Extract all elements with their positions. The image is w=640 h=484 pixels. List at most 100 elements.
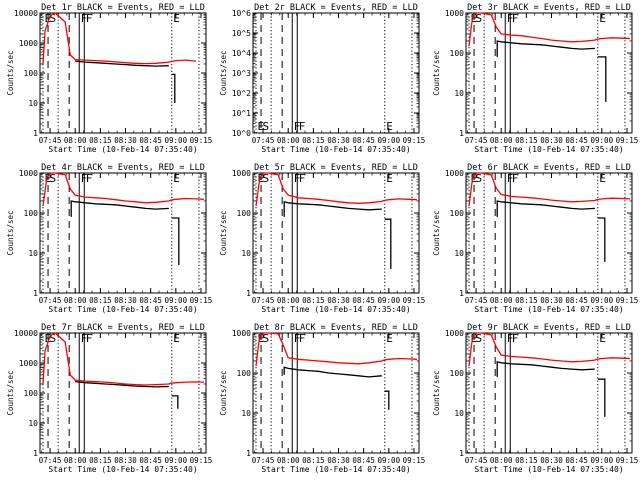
x-tick-label: 08:15 bbox=[89, 456, 112, 465]
y-tick-label: 1 bbox=[246, 449, 251, 458]
x-tick-label: 09:00 bbox=[378, 136, 401, 145]
y-tick-label: 10^5 bbox=[232, 29, 251, 38]
y-tick-label: 1 bbox=[459, 129, 464, 138]
plot-frame bbox=[465, 12, 633, 134]
x-tick-label: 07:45 bbox=[465, 296, 488, 305]
plot-frame bbox=[39, 332, 207, 454]
plot-frame bbox=[465, 332, 633, 454]
marker-label: E bbox=[173, 172, 180, 185]
y-tick-label: 1 bbox=[33, 449, 38, 458]
x-tick-label: 08:45 bbox=[352, 456, 375, 465]
x-axis-label: Start Time (10-Feb-14 07:35:40) bbox=[48, 305, 197, 314]
marker-label: S bbox=[263, 120, 270, 133]
x-tick-label: 08:30 bbox=[540, 296, 563, 305]
x-tick-label: 08:45 bbox=[565, 136, 588, 145]
x-tick-label: 09:15 bbox=[190, 136, 213, 145]
x-tick-label: 08:30 bbox=[327, 296, 350, 305]
y-tick-label: 1 bbox=[33, 129, 38, 138]
y-tick-label: 1 bbox=[246, 289, 251, 298]
y-axis-label: Counts/sec bbox=[6, 210, 15, 255]
plot-frame bbox=[39, 12, 207, 134]
x-tick-label: 07:45 bbox=[39, 136, 62, 145]
marker-label: E bbox=[173, 12, 180, 25]
x-tick-label: 09:15 bbox=[616, 136, 639, 145]
marker-label: F bbox=[299, 332, 306, 345]
x-tick-label: 08:00 bbox=[277, 456, 300, 465]
y-axis-label: Counts/sec bbox=[6, 50, 15, 95]
series-line-events bbox=[171, 395, 179, 409]
series-line-events bbox=[496, 40, 595, 57]
series-line-events bbox=[283, 366, 382, 378]
y-tick-label: 1000 bbox=[445, 329, 464, 338]
x-tick-label: 08:00 bbox=[64, 136, 87, 145]
series-line-events bbox=[171, 217, 180, 265]
marker-label: S bbox=[50, 332, 57, 345]
x-axis-label: Start Time (10-Feb-14 07:35:40) bbox=[474, 465, 623, 474]
y-tick-label: 1 bbox=[459, 289, 464, 298]
series-line-events bbox=[70, 200, 169, 217]
x-tick-label: 08:15 bbox=[515, 456, 538, 465]
x-tick-label: 08:00 bbox=[277, 136, 300, 145]
x-tick-label: 08:45 bbox=[565, 296, 588, 305]
y-tick-label: 10 bbox=[241, 409, 251, 418]
series-line-events bbox=[171, 73, 176, 103]
x-tick-label: 08:15 bbox=[302, 296, 325, 305]
x-axis-label: Start Time (10-Feb-14 07:35:40) bbox=[48, 465, 197, 474]
x-tick-label: 09:15 bbox=[190, 456, 213, 465]
marker-label: S bbox=[263, 172, 270, 185]
series-line-lld bbox=[468, 12, 631, 47]
chart-title: Det 8r BLACK = Events, RED = LLD bbox=[254, 323, 418, 333]
marker-label: F bbox=[86, 172, 93, 185]
marker-label: F bbox=[299, 172, 306, 185]
x-tick-label: 09:15 bbox=[403, 136, 426, 145]
x-tick-label: 09:15 bbox=[190, 296, 213, 305]
marker-label: S bbox=[476, 332, 483, 345]
x-tick-label: 08:45 bbox=[139, 296, 162, 305]
marker-label: F bbox=[299, 120, 306, 133]
y-tick-label: 100 bbox=[24, 389, 39, 398]
x-tick-label: 08:15 bbox=[89, 296, 112, 305]
series-line-lld bbox=[42, 12, 196, 65]
x-tick-label: 09:00 bbox=[378, 296, 401, 305]
marker-label: E bbox=[599, 172, 606, 185]
series-line-events bbox=[75, 380, 169, 388]
x-tick-label: 08:30 bbox=[327, 456, 350, 465]
marker-label: E bbox=[386, 172, 393, 185]
x-tick-label: 08:30 bbox=[114, 296, 137, 305]
marker-label: F bbox=[86, 332, 93, 345]
y-tick-label: 10 bbox=[454, 89, 464, 98]
y-tick-label: 1000 bbox=[232, 169, 251, 178]
chart-title: Det 7r BLACK = Events, RED = LLD bbox=[41, 323, 205, 333]
x-tick-label: 07:45 bbox=[252, 136, 275, 145]
y-tick-label: 10^0 bbox=[232, 129, 251, 138]
x-axis-label: Start Time (10-Feb-14 07:35:40) bbox=[261, 465, 410, 474]
y-tick-label: 1000 bbox=[445, 9, 464, 18]
x-tick-label: 08:15 bbox=[515, 136, 538, 145]
series-line-lld bbox=[255, 172, 418, 207]
y-tick-label: 100 bbox=[237, 369, 252, 378]
x-tick-label: 08:00 bbox=[490, 456, 513, 465]
x-tick-label: 09:00 bbox=[165, 456, 188, 465]
y-tick-label: 10^2 bbox=[232, 89, 251, 98]
x-tick-label: 09:15 bbox=[616, 296, 639, 305]
detector-panel-4: Det 4r BLACK = Events, RED = LLD 1 10 100 10… bbox=[6, 163, 212, 314]
x-tick-label: 07:45 bbox=[465, 456, 488, 465]
x-tick-label: 09:00 bbox=[591, 456, 614, 465]
y-tick-label: 10000 bbox=[14, 329, 38, 338]
x-tick-label: 07:45 bbox=[465, 136, 488, 145]
marker-label: F bbox=[512, 172, 519, 185]
x-tick-label: 09:00 bbox=[591, 296, 614, 305]
y-axis-label: Counts/sec bbox=[432, 370, 441, 415]
y-axis-label: Counts/sec bbox=[432, 50, 441, 95]
y-tick-label: 10000 bbox=[14, 9, 38, 18]
x-tick-label: 07:45 bbox=[39, 456, 62, 465]
y-tick-label: 10 bbox=[241, 249, 251, 258]
detector-panel-8: Det 8r BLACK = Events, RED = LLD 1 10 100 10… bbox=[219, 323, 425, 474]
y-tick-label: 10 bbox=[454, 249, 464, 258]
series-line-events bbox=[384, 390, 390, 410]
marker-label: E bbox=[386, 332, 393, 345]
x-tick-label: 08:00 bbox=[277, 296, 300, 305]
chart-title: Det 9r BLACK = Events, RED = LLD bbox=[467, 323, 631, 333]
y-tick-label: 1 bbox=[33, 289, 38, 298]
